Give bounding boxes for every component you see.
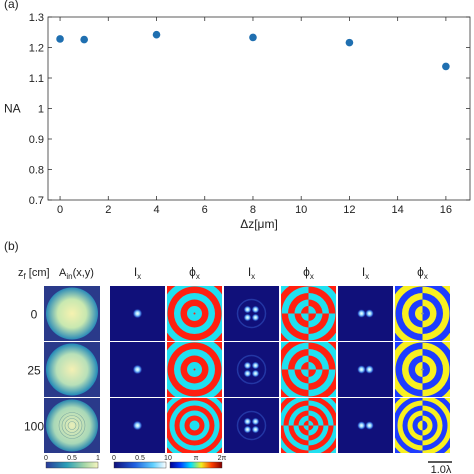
focal-spot — [251, 369, 260, 378]
y-tick-label: 1 — [38, 104, 44, 116]
phase-image — [281, 342, 336, 397]
y-tick-label: 0.8 — [29, 165, 44, 177]
y-tick-label: 0.7 — [29, 195, 44, 207]
x-tick-label: 6 — [202, 204, 208, 216]
focal-spot — [251, 361, 260, 370]
panel-a-label: (a) — [4, 0, 19, 11]
focal-spot — [243, 361, 252, 370]
y-axis-label: NA — [4, 102, 21, 116]
focal-spot — [243, 417, 252, 426]
scatter-chart: 0 2 4 6 8 10 12 14 16 0.7 0.8 0.9 1 1.1 1.2 1.3 Δz[μm] NA — [4, 12, 471, 231]
focal-spot — [243, 369, 252, 378]
column-title: ϕx — [189, 265, 200, 281]
colorbar-tick-label: 0 — [112, 455, 116, 462]
column-title: Ix — [362, 265, 369, 281]
column-title: ϕx — [417, 265, 428, 281]
column-title: Ix — [248, 265, 255, 281]
focal-spot — [132, 420, 143, 431]
focal-spot — [357, 309, 366, 318]
focal-spot — [357, 421, 366, 430]
phase-image — [395, 398, 450, 453]
amplitude-image — [46, 343, 98, 396]
x-tick-label: 16 — [440, 204, 452, 216]
panel-b-label: (b) — [4, 239, 19, 253]
phase-image — [167, 286, 222, 341]
phase-image — [395, 342, 450, 397]
side-lobe-ring — [236, 410, 267, 441]
side-lobe-ring — [236, 298, 267, 329]
intensity-image — [224, 398, 279, 453]
x-tick-label: 14 — [392, 204, 404, 216]
amplitude-image — [46, 287, 98, 340]
x-tick-label: 2 — [105, 204, 111, 216]
focal-spot — [132, 364, 143, 375]
phase-image — [167, 342, 222, 397]
colorbar-tick-label: 0.5 — [67, 455, 77, 462]
amplitude-ring — [67, 421, 77, 430]
data-point — [56, 35, 64, 43]
x-tick-label: 0 — [57, 204, 63, 216]
colorbar-tick-label: 1 — [164, 455, 168, 462]
focal-spot — [357, 365, 366, 374]
phase-image — [167, 398, 222, 453]
x-tick-label: 12 — [343, 204, 355, 216]
y-tick-label: 1.1 — [29, 73, 44, 85]
intensity-image — [224, 286, 279, 341]
row-label: 25 — [27, 364, 41, 378]
y-tick-label: 1.2 — [29, 43, 44, 55]
colorbar-tick-label: π — [194, 455, 199, 462]
column-title: ϕx — [303, 265, 314, 281]
intensity-image — [224, 342, 279, 397]
focal-spot — [243, 313, 252, 322]
scale-bar-label: 1.0λ — [431, 464, 452, 474]
phase-image — [281, 398, 336, 453]
data-point — [80, 35, 88, 44]
y-tick-label: 0.9 — [29, 134, 44, 146]
colorbar-tick-label: 0 — [168, 455, 172, 462]
data-point — [442, 62, 450, 71]
amplitude-ring — [58, 412, 86, 439]
data-point — [249, 33, 257, 42]
focal-spot — [243, 425, 252, 434]
x-tick-label: 10 — [295, 204, 307, 216]
colorbar — [169, 461, 223, 469]
amplitude-ring — [61, 415, 83, 436]
data-point — [152, 30, 161, 39]
focal-spot — [365, 421, 374, 430]
x-axis-label: Δz[μm] — [240, 217, 278, 231]
colorbar-tick-label: 2π — [218, 455, 227, 462]
column-title: Ix — [134, 265, 141, 281]
colorbar-tick-label: 1 — [96, 455, 100, 462]
amplitude-ring — [64, 418, 80, 433]
focal-spot — [243, 305, 252, 314]
x-tick-label: 8 — [250, 204, 256, 216]
row-label: 0 — [31, 308, 38, 322]
plot-frame — [47, 16, 471, 201]
focal-spot — [251, 305, 260, 314]
focal-spot — [132, 308, 143, 319]
focal-spot — [251, 417, 260, 426]
colorbar — [113, 461, 167, 469]
row-label: 100 — [24, 420, 44, 434]
amplitude-image — [46, 399, 98, 452]
focal-spot — [365, 309, 374, 318]
y-tick-label: 1.3 — [29, 12, 44, 24]
phase-image — [281, 286, 336, 341]
data-point — [345, 38, 354, 47]
focal-spot — [365, 365, 374, 374]
colorbar-tick-label: 0 — [44, 455, 48, 462]
header-z-label: zf [cm] — [18, 267, 50, 281]
phase-image — [395, 286, 450, 341]
colorbar — [45, 461, 99, 469]
focal-spot — [251, 425, 260, 434]
side-lobe-ring — [236, 354, 267, 385]
colorbar-tick-label: 0.5 — [135, 455, 145, 462]
focal-spot — [251, 313, 260, 322]
x-tick-label: 4 — [153, 204, 159, 216]
header-amplitude-label: Ain(x,y) — [59, 267, 94, 281]
